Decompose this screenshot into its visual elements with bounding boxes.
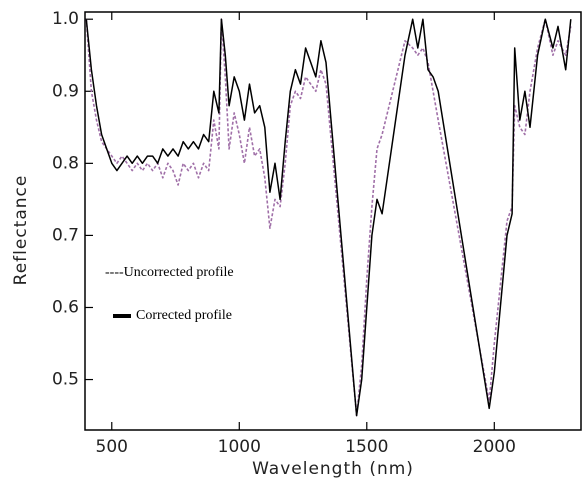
legend-label: ----Uncorrected profile xyxy=(105,265,234,280)
plot-frame xyxy=(84,11,582,431)
y-tick-label: 0.9 xyxy=(52,81,79,101)
y-tick-label: 0.7 xyxy=(52,225,79,245)
x-tick-label: 2000 xyxy=(473,437,516,457)
x-tick-label: 500 xyxy=(96,437,128,457)
y-axis-label: Reflectance xyxy=(11,175,31,286)
series-line xyxy=(85,18,572,417)
y-tick-label: 0.5 xyxy=(52,370,79,390)
y-tick-label: 0.8 xyxy=(52,153,79,173)
legend-label: Corrected profile xyxy=(136,308,232,323)
y-tick-label: 1.0 xyxy=(52,9,79,29)
y-tick-label: 0.6 xyxy=(52,297,79,317)
x-tick-label: 1000 xyxy=(218,437,261,457)
x-axis-label: Wavelength (nm) xyxy=(252,459,414,479)
series-line xyxy=(85,18,572,417)
x-tick-label: 1500 xyxy=(345,437,388,457)
